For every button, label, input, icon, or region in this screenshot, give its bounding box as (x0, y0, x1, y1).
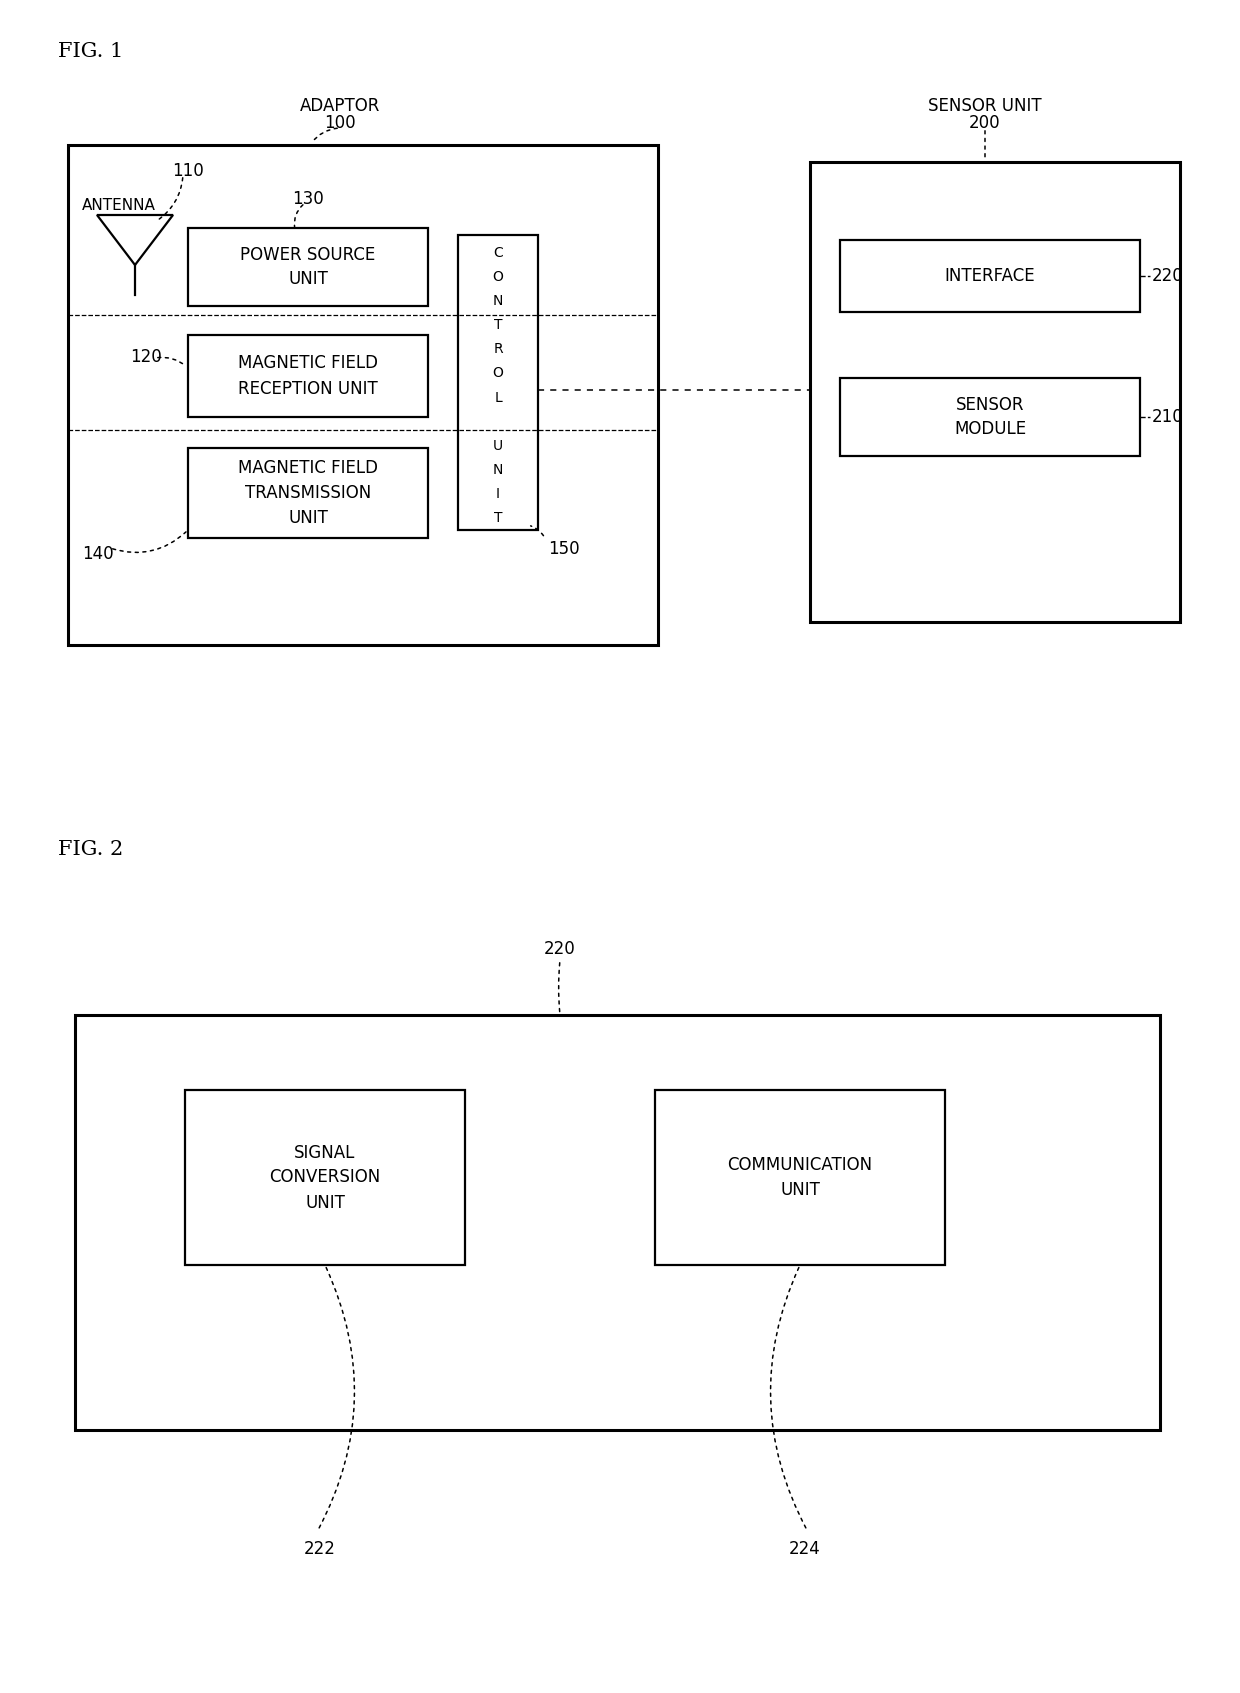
Text: 150: 150 (548, 540, 579, 559)
Text: 222: 222 (304, 1541, 336, 1558)
Text: 100: 100 (324, 113, 356, 132)
Text: ADAPTOR: ADAPTOR (300, 97, 381, 115)
FancyBboxPatch shape (839, 240, 1140, 312)
Text: I: I (496, 488, 500, 501)
Text: R: R (494, 342, 502, 356)
Text: C: C (494, 245, 503, 261)
Text: 110: 110 (172, 163, 203, 179)
Text: 220: 220 (1152, 267, 1184, 284)
FancyBboxPatch shape (74, 1016, 1159, 1431)
Text: POWER SOURCE
UNIT: POWER SOURCE UNIT (241, 245, 376, 288)
FancyArrowPatch shape (294, 205, 303, 227)
Text: MAGNETIC FIELD
RECEPTION UNIT: MAGNETIC FIELD RECEPTION UNIT (238, 354, 378, 398)
Text: SENSOR
MODULE: SENSOR MODULE (954, 396, 1025, 438)
FancyArrowPatch shape (319, 1268, 355, 1529)
Text: T: T (494, 318, 502, 332)
Text: 130: 130 (291, 190, 324, 208)
FancyArrowPatch shape (770, 1268, 807, 1529)
FancyArrowPatch shape (113, 532, 186, 552)
Text: O: O (492, 271, 503, 284)
Text: INTERFACE: INTERFACE (945, 267, 1035, 284)
Text: SENSOR UNIT: SENSOR UNIT (929, 97, 1042, 115)
FancyArrowPatch shape (157, 357, 186, 366)
Text: FIG. 1: FIG. 1 (58, 42, 123, 61)
Text: ANTENNA: ANTENNA (82, 198, 156, 213)
FancyArrowPatch shape (311, 129, 337, 142)
Text: 220: 220 (544, 940, 575, 958)
FancyArrowPatch shape (531, 527, 543, 535)
FancyBboxPatch shape (810, 163, 1180, 621)
Text: MAGNETIC FIELD
TRANSMISSION
UNIT: MAGNETIC FIELD TRANSMISSION UNIT (238, 459, 378, 527)
Text: 200: 200 (970, 113, 1001, 132)
Text: 120: 120 (130, 349, 161, 366)
Text: L: L (494, 391, 502, 405)
Text: T: T (494, 511, 502, 525)
Text: U: U (494, 438, 503, 452)
Text: 210: 210 (1152, 408, 1184, 427)
Text: 224: 224 (789, 1541, 821, 1558)
Text: N: N (492, 295, 503, 308)
FancyBboxPatch shape (188, 229, 428, 306)
FancyBboxPatch shape (458, 235, 538, 530)
FancyBboxPatch shape (188, 449, 428, 538)
FancyBboxPatch shape (185, 1090, 465, 1265)
Text: N: N (492, 462, 503, 477)
Text: 140: 140 (82, 545, 114, 564)
FancyBboxPatch shape (655, 1090, 945, 1265)
Text: SIGNAL
CONVERSION
UNIT: SIGNAL CONVERSION UNIT (269, 1143, 381, 1212)
FancyBboxPatch shape (839, 378, 1140, 455)
FancyBboxPatch shape (188, 335, 428, 416)
FancyArrowPatch shape (157, 178, 182, 220)
FancyBboxPatch shape (68, 146, 658, 645)
Text: FIG. 2: FIG. 2 (58, 840, 123, 858)
Text: COMMUNICATION
UNIT: COMMUNICATION UNIT (728, 1156, 873, 1199)
Text: O: O (492, 366, 503, 381)
